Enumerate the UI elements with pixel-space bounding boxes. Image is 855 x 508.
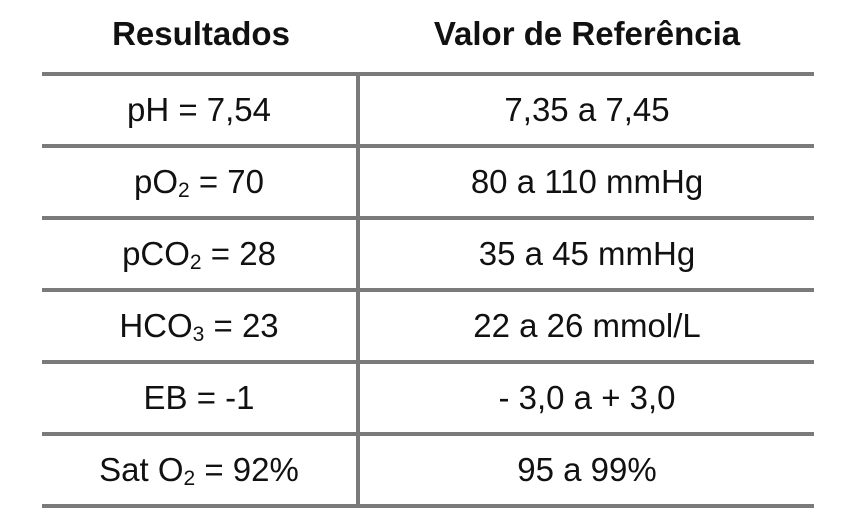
reference-cell: 7,35 a 7,45 — [504, 91, 670, 128]
result-text: pH = 7,54 — [126, 91, 272, 128]
result-text: Sat O — [99, 451, 184, 488]
result-cell: EB = -1 — [42, 364, 360, 432]
table-row: pCO 2 = 28 35 a 45 mmHg — [42, 220, 814, 292]
result-value: = 92% — [195, 451, 299, 488]
header-results: Resultados — [112, 15, 290, 52]
result-text: HCO — [119, 307, 193, 344]
reference-cell: 35 a 45 mmHg — [478, 235, 696, 272]
reference-cell: 22 a 26 mmol/L — [473, 307, 701, 344]
result-cell: pH = 7,54 — [42, 76, 360, 144]
header-reference: Valor de Referência — [433, 15, 741, 52]
result-value: = 70 — [189, 163, 265, 200]
table-header: Resultados Valor de Referência — [42, 0, 814, 76]
result-value: = 23 — [204, 307, 279, 344]
reference-cell: 80 a 110 mmHg — [470, 163, 704, 200]
results-table: Resultados Valor de Referência pH = 7,54… — [42, 0, 814, 508]
result-subscript: 2 — [183, 467, 196, 490]
reference-cell: - 3,0 a + 3,0 — [498, 379, 676, 416]
result-subscript: 2 — [178, 179, 190, 202]
table-row: EB = -1 - 3,0 a + 3,0 — [42, 364, 814, 436]
result-text: pO — [133, 163, 178, 200]
result-text: EB = -1 — [143, 379, 255, 416]
result-text: pCO — [122, 235, 190, 272]
result-cell: pO 2 = 70 — [42, 148, 360, 216]
table-row: HCO 3 = 23 22 a 26 mmol/L — [42, 292, 814, 364]
result-cell: pCO 2 = 28 — [42, 220, 360, 288]
table-row: pO 2 = 70 80 a 110 mmHg — [42, 148, 814, 220]
result-subscript: 3 — [192, 323, 205, 346]
result-subscript: 2 — [189, 251, 202, 274]
result-cell: HCO 3 = 23 — [42, 292, 360, 360]
reference-cell: 95 a 99% — [517, 451, 657, 488]
table-row: pH = 7,54 7,35 a 7,45 — [42, 76, 814, 148]
result-value: = 28 — [201, 235, 276, 272]
